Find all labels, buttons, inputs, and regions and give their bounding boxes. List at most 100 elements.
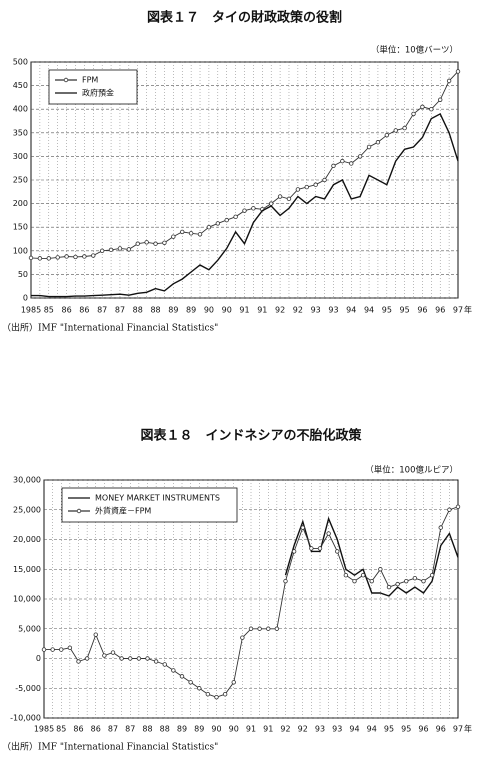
- y-tick-label: 5,000: [18, 624, 41, 633]
- x-tick-label: 88: [150, 306, 160, 315]
- x-tick-label: 87: [115, 306, 125, 315]
- point-marker: [277, 194, 283, 199]
- point-marker: [455, 69, 461, 74]
- x-tick-label: 95: [382, 306, 392, 315]
- x-tick-label: 86: [61, 306, 71, 315]
- point-marker: [360, 573, 366, 578]
- x-tick-label: 94: [349, 725, 359, 734]
- point-marker: [50, 647, 55, 652]
- point-marker: [331, 163, 336, 169]
- point-marker: [214, 694, 219, 700]
- point-marker: [317, 546, 323, 551]
- point-marker: [438, 97, 443, 102]
- y-tick-label: 300: [13, 152, 28, 161]
- point-marker: [286, 196, 292, 202]
- point-marker: [412, 575, 418, 581]
- x-tick-label: 85: [56, 725, 66, 734]
- x-tick-label: 95: [384, 725, 394, 734]
- x-tick-label: 91: [239, 306, 249, 315]
- x-tick-label: 88: [160, 725, 170, 734]
- series-line: [284, 516, 459, 597]
- point-marker: [420, 104, 425, 110]
- legend-marker: [63, 77, 69, 83]
- point-marker: [76, 659, 81, 664]
- point-marker: [274, 626, 280, 631]
- point-marker: [110, 650, 116, 655]
- point-marker: [108, 247, 114, 253]
- x-tick-label: 94: [367, 725, 377, 734]
- point-marker: [171, 668, 176, 673]
- y-tick-label: 30,000: [13, 476, 41, 485]
- x-tick-label: 86: [79, 306, 89, 315]
- x-tick-label: 96: [418, 725, 428, 734]
- point-marker: [64, 254, 69, 259]
- y-tick-label: 150: [13, 223, 28, 232]
- x-tick-label: 87: [97, 306, 107, 315]
- point-marker: [326, 531, 331, 536]
- point-marker: [119, 656, 124, 661]
- point-marker: [136, 656, 142, 661]
- point-marker: [386, 584, 392, 590]
- x-tick-label: 95: [400, 306, 410, 315]
- y-tick-label: -5,000: [15, 684, 41, 693]
- y-tick-label: 500: [13, 58, 28, 67]
- point-marker: [304, 184, 309, 190]
- x-tick-label: 93: [328, 306, 338, 315]
- x-tick-label: 90: [204, 306, 214, 315]
- point-marker: [135, 241, 140, 246]
- point-marker: [295, 187, 301, 192]
- point-marker: [91, 253, 96, 258]
- point-marker: [335, 549, 340, 554]
- y-tick-label: 50: [18, 270, 28, 279]
- point-marker: [429, 106, 434, 112]
- y-tick-label: 350: [13, 128, 28, 137]
- y-tick-label: 200: [13, 199, 28, 208]
- point-marker: [145, 656, 150, 661]
- x-tick-label: 92: [293, 306, 303, 315]
- y-tick-label: 250: [13, 176, 28, 185]
- x-tick-label: 90: [211, 725, 221, 734]
- point-marker: [222, 692, 228, 697]
- point-marker: [233, 214, 238, 220]
- x-tick-label: 96: [417, 306, 427, 315]
- y-tick-label: 25,000: [13, 505, 41, 514]
- x-tick-label: 97: [453, 306, 463, 315]
- legend-box: [48, 69, 138, 105]
- point-marker: [446, 78, 452, 84]
- x-tick-label: 89: [168, 306, 178, 315]
- x-tick-label: 1985: [34, 725, 54, 734]
- point-marker: [352, 578, 357, 584]
- point-marker: [438, 525, 443, 530]
- point-marker: [340, 158, 345, 164]
- point-marker: [343, 573, 349, 578]
- source-note: （出所）IMF "International Financial Statist…: [2, 322, 218, 334]
- point-marker: [179, 674, 185, 679]
- x-tick-label: 1985: [21, 306, 41, 315]
- point-marker: [205, 692, 211, 697]
- x-tick-label: 87: [108, 725, 118, 734]
- point-marker: [206, 224, 212, 230]
- y-tick-label: 10,000: [13, 595, 41, 604]
- x-tick-label: 91: [257, 306, 267, 315]
- x-tick-label: 89: [194, 725, 204, 734]
- point-marker: [162, 240, 167, 245]
- point-marker: [162, 662, 167, 667]
- point-marker: [55, 255, 60, 260]
- point-marker: [82, 254, 87, 259]
- point-marker: [393, 128, 398, 133]
- series-line: [31, 112, 459, 298]
- legend-label: FPM: [82, 76, 98, 85]
- y-tick-label: 0: [36, 654, 41, 663]
- point-marker: [93, 632, 98, 637]
- legend-marker: [76, 508, 82, 514]
- point-marker: [257, 626, 262, 631]
- point-marker: [378, 567, 383, 572]
- point-marker: [224, 217, 229, 223]
- point-marker: [429, 573, 435, 578]
- x-tick-label: 93: [311, 306, 321, 315]
- y-tick-label: 450: [13, 81, 28, 90]
- point-marker: [180, 229, 185, 235]
- point-marker: [322, 177, 327, 183]
- point-marker: [300, 525, 305, 530]
